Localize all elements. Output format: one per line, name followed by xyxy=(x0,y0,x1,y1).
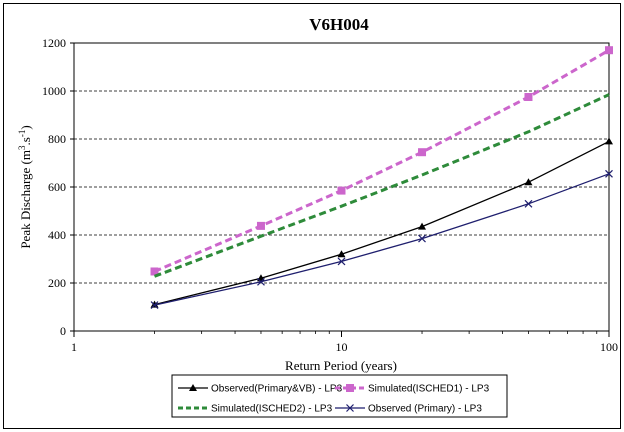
legend-label: Simulated(ISCHED2) - LP3 xyxy=(211,404,333,415)
y-label-pre: Peak Discharge (m xyxy=(18,150,33,249)
y-axis-label: Peak Discharge (m3.s-1) xyxy=(17,125,33,248)
y-axis: 0 200 400 600 800 1000 1200 xyxy=(42,36,74,338)
x-marker-stroke xyxy=(524,199,533,208)
y-tick-label: 600 xyxy=(48,180,66,194)
legend-entry: Simulated(ISCHED1) - LP3 xyxy=(335,384,490,395)
square-marker xyxy=(150,267,159,276)
x-tick-label: 10 xyxy=(336,340,348,354)
series-4 xyxy=(150,169,613,310)
legend-label: Observed(Primary&VB) - LP3 xyxy=(211,384,343,395)
x-marker-stroke xyxy=(257,277,265,286)
triangle-marker xyxy=(189,384,197,391)
x-axis-label: Return Period (years) xyxy=(285,358,397,373)
x-tick-label: 100 xyxy=(600,340,618,354)
triangle-marker xyxy=(605,137,613,145)
legend-entry: Observed(Primary&VB) - LP3 xyxy=(178,384,343,395)
square-marker xyxy=(418,148,427,157)
triangle-marker xyxy=(418,222,427,230)
chart-title: V6H004 xyxy=(309,15,369,34)
series-layer xyxy=(150,46,613,310)
square-marker xyxy=(337,186,346,195)
y-tick-label: 0 xyxy=(60,324,66,338)
series-line xyxy=(153,93,610,278)
series-2 xyxy=(150,46,613,276)
x-marker-stroke xyxy=(337,257,346,266)
x-tick-label: 1 xyxy=(71,340,77,354)
y-tick-label: 800 xyxy=(48,132,66,146)
y-label-sup2: -1 xyxy=(17,130,27,138)
legend-label: Observed (Primary) - LP3 xyxy=(368,404,482,415)
square-marker xyxy=(605,46,613,55)
x-marker-stroke xyxy=(150,301,159,310)
square-marker xyxy=(524,93,533,101)
series-line xyxy=(154,173,610,306)
square-marker xyxy=(256,221,265,230)
legend-box xyxy=(171,374,508,418)
triangle-marker xyxy=(150,300,159,308)
triangle-marker xyxy=(524,178,533,186)
x-axis: 1 10 100 xyxy=(71,331,618,354)
x-marker-stroke xyxy=(418,234,426,243)
x-marker-stroke xyxy=(605,169,613,178)
legend-entry: Simulated(ISCHED2) - LP3 xyxy=(178,404,333,415)
triangle-marker xyxy=(337,250,346,258)
y-tick-label: 400 xyxy=(48,228,66,242)
y-label-sup1: 3 xyxy=(17,145,27,150)
y-tick-label: 200 xyxy=(48,276,66,290)
series-3 xyxy=(153,93,610,278)
y-tick-label: 1200 xyxy=(42,36,66,50)
series-line xyxy=(153,48,610,273)
legend: Observed(Primary&VB) - LP3 Simulated(ISCH… xyxy=(171,374,508,418)
legend-label: Simulated(ISCHED1) - LP3 xyxy=(368,384,490,395)
square-marker xyxy=(346,384,354,392)
legend-entry: Observed (Primary) - LP3 xyxy=(335,404,482,415)
series-line xyxy=(154,140,610,306)
x-marker-stroke xyxy=(346,404,354,412)
series-1 xyxy=(150,137,613,308)
y-label-mid: .s xyxy=(18,137,33,145)
y-tick-label: 1000 xyxy=(42,84,66,98)
y-label-post: ) xyxy=(18,125,33,129)
